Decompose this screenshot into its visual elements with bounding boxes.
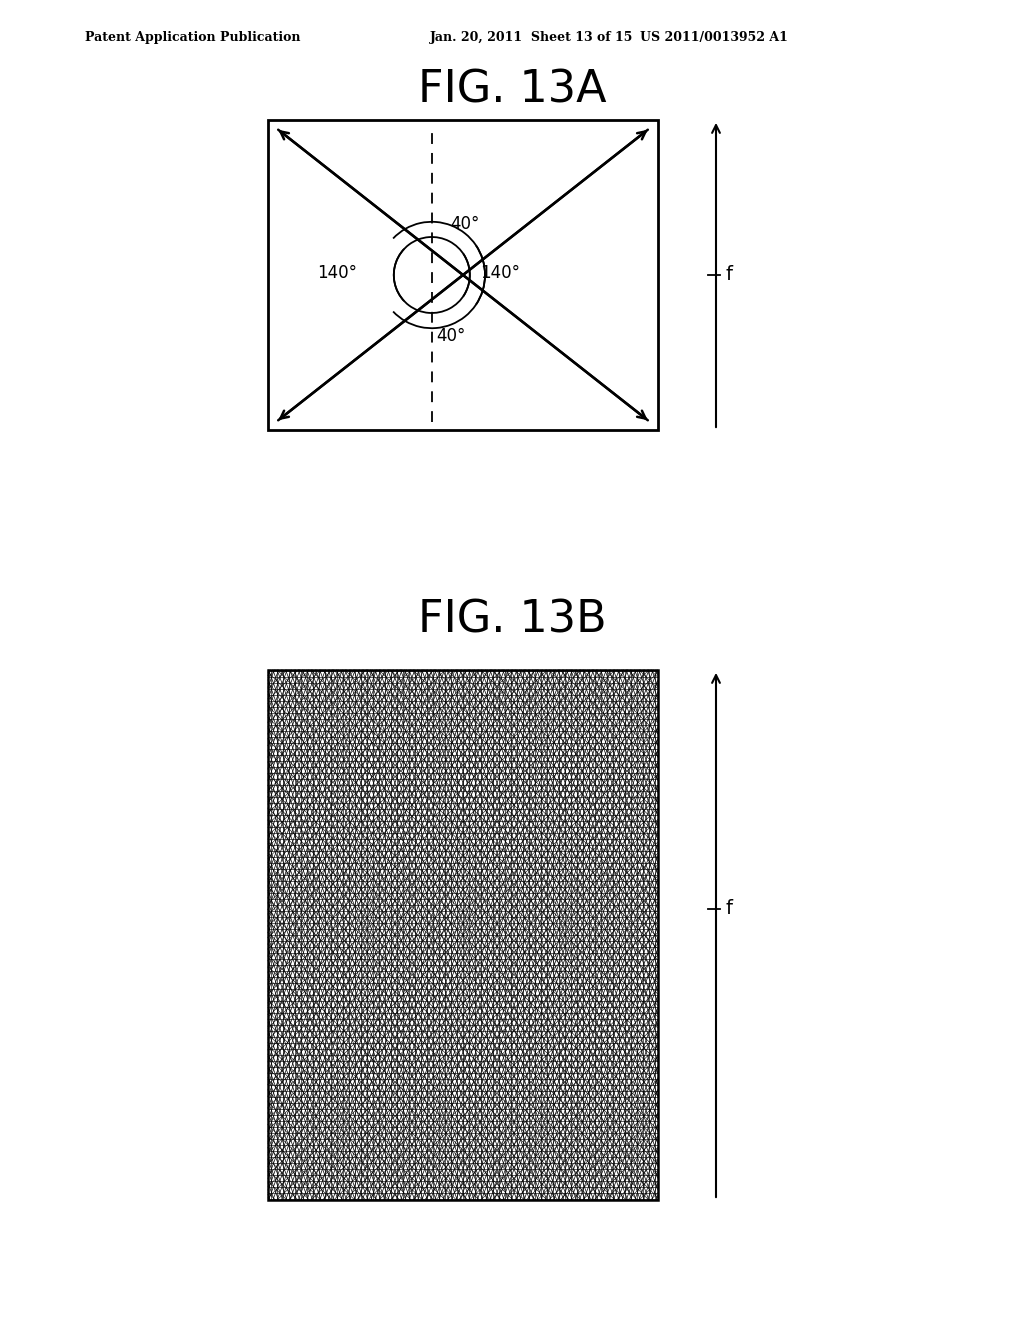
Text: f: f bbox=[726, 265, 733, 285]
Text: 40°: 40° bbox=[436, 327, 465, 345]
Text: FIG. 13A: FIG. 13A bbox=[418, 69, 606, 111]
Text: Jan. 20, 2011  Sheet 13 of 15: Jan. 20, 2011 Sheet 13 of 15 bbox=[430, 30, 634, 44]
Bar bbox=[268, 120, 658, 430]
Text: 140°: 140° bbox=[316, 264, 356, 282]
Text: f: f bbox=[726, 899, 733, 917]
Text: 140°: 140° bbox=[480, 264, 520, 282]
Text: FIG. 13B: FIG. 13B bbox=[418, 598, 606, 642]
Text: 40°: 40° bbox=[450, 215, 479, 234]
Text: US 2011/0013952 A1: US 2011/0013952 A1 bbox=[640, 30, 787, 44]
Bar bbox=[268, 671, 658, 1200]
Text: Patent Application Publication: Patent Application Publication bbox=[85, 30, 300, 44]
